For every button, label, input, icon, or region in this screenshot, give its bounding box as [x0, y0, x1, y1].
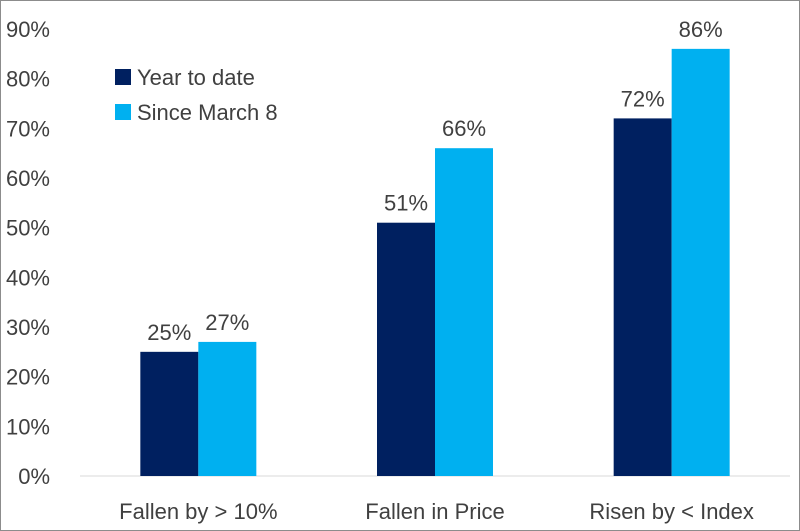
- bar-since-march-8: [671, 48, 730, 476]
- bar-year-to-date: [377, 222, 435, 476]
- legend-swatch: [115, 69, 131, 85]
- y-tick-label: 10%: [6, 414, 50, 439]
- y-tick-label: 60%: [6, 166, 50, 191]
- data-label: 72%: [621, 86, 665, 111]
- data-label: 86%: [679, 17, 723, 42]
- data-label: 25%: [147, 320, 191, 345]
- y-tick-label: 0%: [18, 464, 50, 489]
- legend-label: Since March 8: [137, 100, 278, 125]
- x-tick-label: Fallen by > 10%: [119, 499, 277, 524]
- data-label: 27%: [205, 310, 249, 335]
- y-tick-label: 70%: [6, 116, 50, 141]
- x-tick-label: Fallen in Price: [365, 499, 504, 524]
- bar-since-march-8: [198, 341, 257, 476]
- bar-year-to-date: [613, 118, 672, 477]
- y-tick-label: 50%: [6, 216, 50, 241]
- y-tick-label: 90%: [6, 17, 50, 42]
- legend-swatch: [115, 104, 131, 120]
- bar-year-to-date: [140, 351, 199, 476]
- y-tick-label: 80%: [6, 67, 50, 92]
- legend-label: Year to date: [137, 65, 255, 90]
- data-label: 51%: [384, 191, 428, 216]
- y-tick-label: 20%: [6, 365, 50, 390]
- x-tick-label: Risen by < Index: [589, 499, 753, 524]
- data-label: 66%: [442, 116, 486, 141]
- bar-since-march-8: [435, 148, 493, 476]
- y-tick-label: 40%: [6, 265, 50, 290]
- y-tick-label: 30%: [6, 315, 50, 340]
